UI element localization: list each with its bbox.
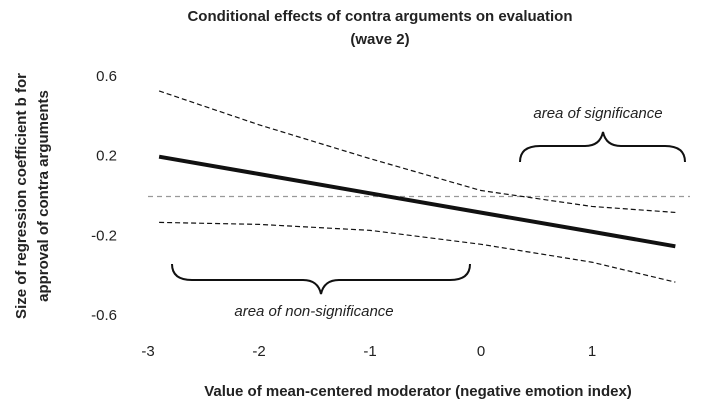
chart-title: (wave 2) xyxy=(350,31,409,48)
y-axis-label: Size of regression coefficient b for xyxy=(13,73,30,319)
brace xyxy=(171,263,471,295)
y-tick-label: 0.6 xyxy=(96,68,117,85)
y-tick-label: -0.6 xyxy=(91,307,117,324)
x-tick-label: -3 xyxy=(141,343,154,360)
annotation: area of significance xyxy=(533,105,662,122)
x-axis-label: Value of mean-centered moderator (negati… xyxy=(204,383,632,400)
x-tick-label: -1 xyxy=(363,343,376,360)
brace xyxy=(519,131,686,163)
x-tick-label: -2 xyxy=(252,343,265,360)
x-tick-label: 1 xyxy=(588,343,596,360)
x-tick-label: 0 xyxy=(477,343,485,360)
y-tick-label: 0.2 xyxy=(96,148,117,165)
chart-title: Conditional effects of contra arguments … xyxy=(187,8,572,25)
effect-line xyxy=(158,154,676,249)
confidence-line xyxy=(159,221,676,283)
annotation: area of non-significance xyxy=(234,303,393,320)
y-axis-label: approval of contra arguments xyxy=(35,90,52,302)
y-tick-label: -0.2 xyxy=(91,227,117,244)
